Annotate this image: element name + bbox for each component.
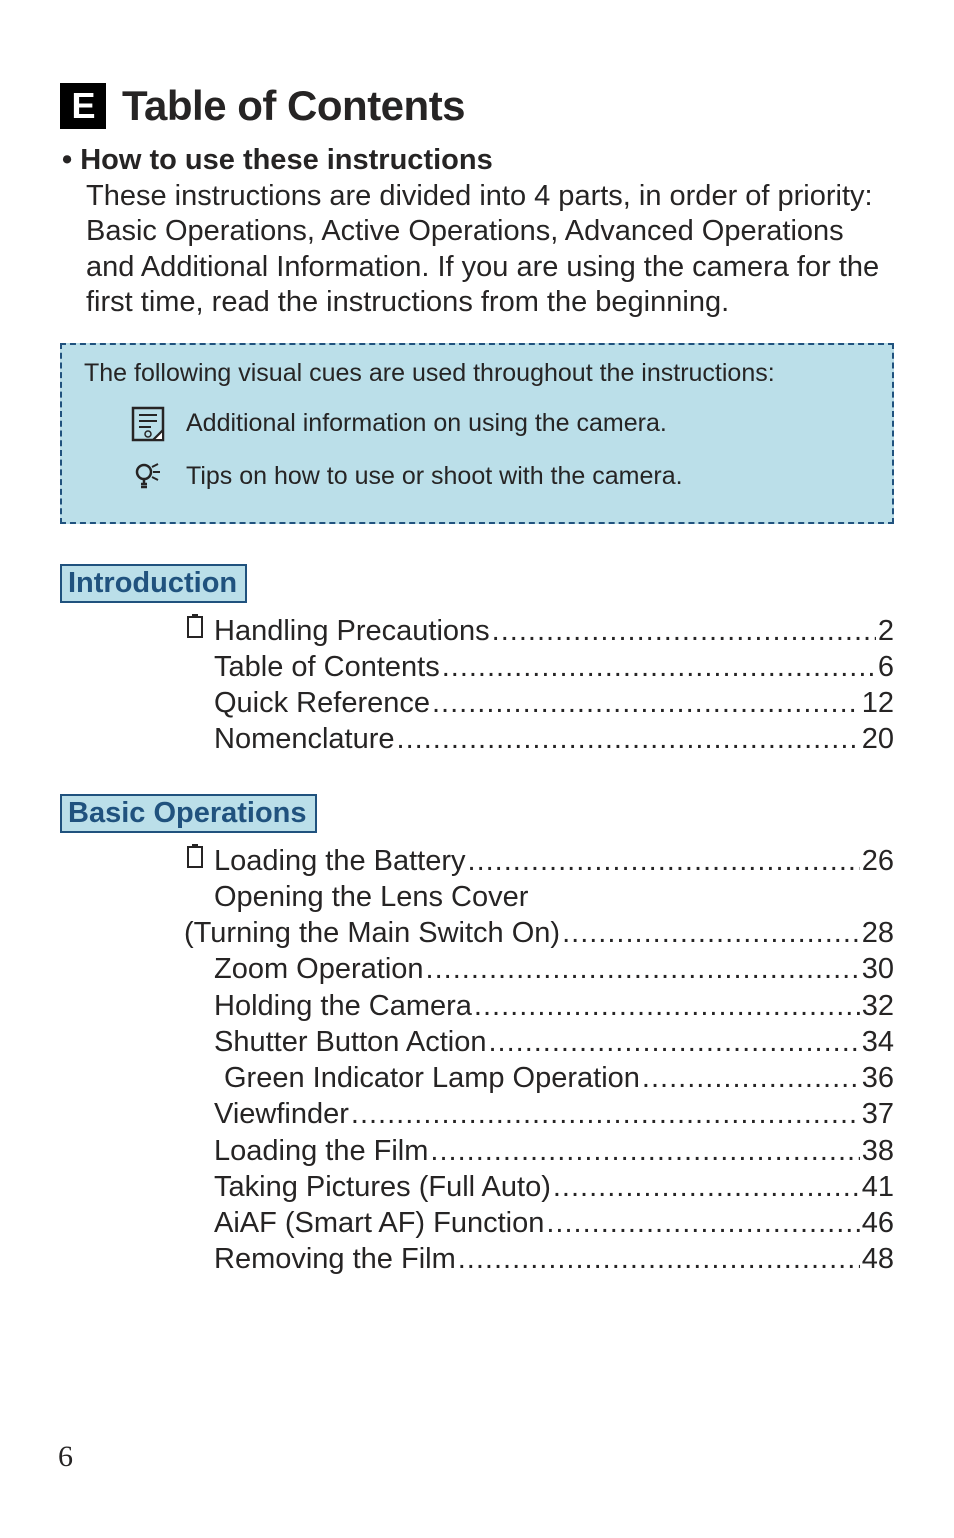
visual-cues-box: The following visual cues are used throu… (60, 343, 894, 524)
page-header: E Table of Contents (60, 82, 894, 130)
toc-label: Loading the Film (214, 1133, 428, 1169)
toc-item: Holding the Camera......................… (184, 988, 894, 1024)
toc-label: Green Indicator Lamp Operation (224, 1060, 640, 1096)
dot-leader: ........................................… (442, 649, 876, 685)
visual-cues-intro: The following visual cues are used throu… (84, 359, 870, 388)
toc-page: 38 (862, 1133, 894, 1169)
toc-page: 2 (878, 613, 894, 649)
dot-leader: ........................................… (397, 721, 860, 757)
cue-row: Additional information on using the came… (128, 406, 870, 442)
toc-label: Nomenclature (214, 721, 395, 757)
toc-page: 41 (862, 1169, 894, 1205)
dot-leader: ........................................… (468, 843, 860, 879)
toc-item: Green Indicator Lamp Operation..........… (224, 1060, 894, 1096)
toc-page: 20 (862, 721, 894, 757)
toc-label: Removing the Film (214, 1241, 456, 1277)
toc-item: Removing the Film.......................… (184, 1241, 894, 1277)
toc-page: 6 (878, 649, 894, 685)
page-title: Table of Contents (122, 82, 465, 130)
dot-leader: ........................................… (474, 988, 860, 1024)
dot-leader: ........................................… (458, 1241, 860, 1277)
toc-page: 48 (862, 1241, 894, 1277)
toc-page: 28 (862, 915, 894, 951)
toc-label: Quick Reference (214, 685, 430, 721)
toc-item: Shutter Button Action...................… (184, 1024, 894, 1060)
toc-page: 26 (862, 843, 894, 879)
toc-page: 36 (862, 1060, 894, 1096)
language-badge: E (60, 83, 106, 129)
dot-leader: ........................................… (351, 1096, 860, 1132)
section-heading: Introduction (60, 564, 247, 603)
toc-item: Loading the Film........................… (184, 1133, 894, 1169)
toc-label: AiAF (Smart AF) Function (214, 1205, 544, 1241)
toc-label: Shutter Button Action (214, 1024, 486, 1060)
toc-page: 32 (862, 988, 894, 1024)
dot-leader: ........................................… (546, 1205, 859, 1241)
section-heading: Basic Operations (60, 794, 317, 833)
tip-icon (128, 462, 168, 492)
toc-label: Taking Pictures (Full Auto) (214, 1169, 551, 1205)
dot-leader: ........................................… (562, 915, 860, 951)
toc-label: Holding the Camera (214, 988, 472, 1024)
howto-heading: • How to use these instructions (62, 144, 894, 177)
battery-icon (184, 844, 214, 870)
toc-item: Zoom Operation..........................… (184, 951, 894, 987)
cue-text: Additional information on using the came… (186, 409, 667, 438)
toc-item: AiAF (Smart AF) Function................… (184, 1205, 894, 1241)
toc-label: (Turning the Main Switch On) (184, 915, 560, 951)
toc-item: Quick Reference.........................… (184, 685, 894, 721)
battery-icon (184, 614, 214, 640)
toc-label: Opening the Lens Cover (214, 879, 528, 915)
toc-item: Nomenclature............................… (184, 721, 894, 757)
toc-list: Handling Precautions....................… (184, 613, 894, 758)
dot-leader: ........................................… (492, 613, 876, 649)
toc-label: Zoom Operation (214, 951, 424, 987)
howto-body: These instructions are divided into 4 pa… (86, 179, 894, 321)
toc-page: 37 (862, 1096, 894, 1132)
toc-item: Viewfinder..............................… (184, 1096, 894, 1132)
cue-row: Tips on how to use or shoot with the cam… (128, 462, 870, 492)
toc-item: Table of Contents.......................… (184, 649, 894, 685)
toc-item: Loading the Battery.....................… (184, 843, 894, 879)
toc-label: Table of Contents (214, 649, 440, 685)
toc-label: Handling Precautions (214, 613, 490, 649)
page-number: 6 (58, 1440, 73, 1474)
toc-page: 30 (862, 951, 894, 987)
dot-leader: ........................................… (426, 951, 860, 987)
dot-leader: ........................................… (642, 1060, 860, 1096)
toc-list: Loading the Battery.....................… (184, 843, 894, 1278)
toc-page: 34 (862, 1024, 894, 1060)
toc-label: Viewfinder (214, 1096, 349, 1132)
toc-item: Taking Pictures (Full Auto).............… (184, 1169, 894, 1205)
toc-item: (Turning the Main Switch On)............… (184, 915, 894, 951)
toc-label: Loading the Battery (214, 843, 466, 879)
dot-leader: ........................................… (430, 1133, 859, 1169)
toc-page: 12 (862, 685, 894, 721)
dot-leader: ........................................… (488, 1024, 859, 1060)
cue-text: Tips on how to use or shoot with the cam… (186, 462, 683, 491)
note-icon (128, 406, 168, 442)
toc-page: 46 (862, 1205, 894, 1241)
dot-leader: ........................................… (553, 1169, 860, 1205)
dot-leader: ........................................… (432, 685, 860, 721)
toc-item: Handling Precautions....................… (184, 613, 894, 649)
toc-item: Opening the Lens Cover (184, 879, 894, 915)
